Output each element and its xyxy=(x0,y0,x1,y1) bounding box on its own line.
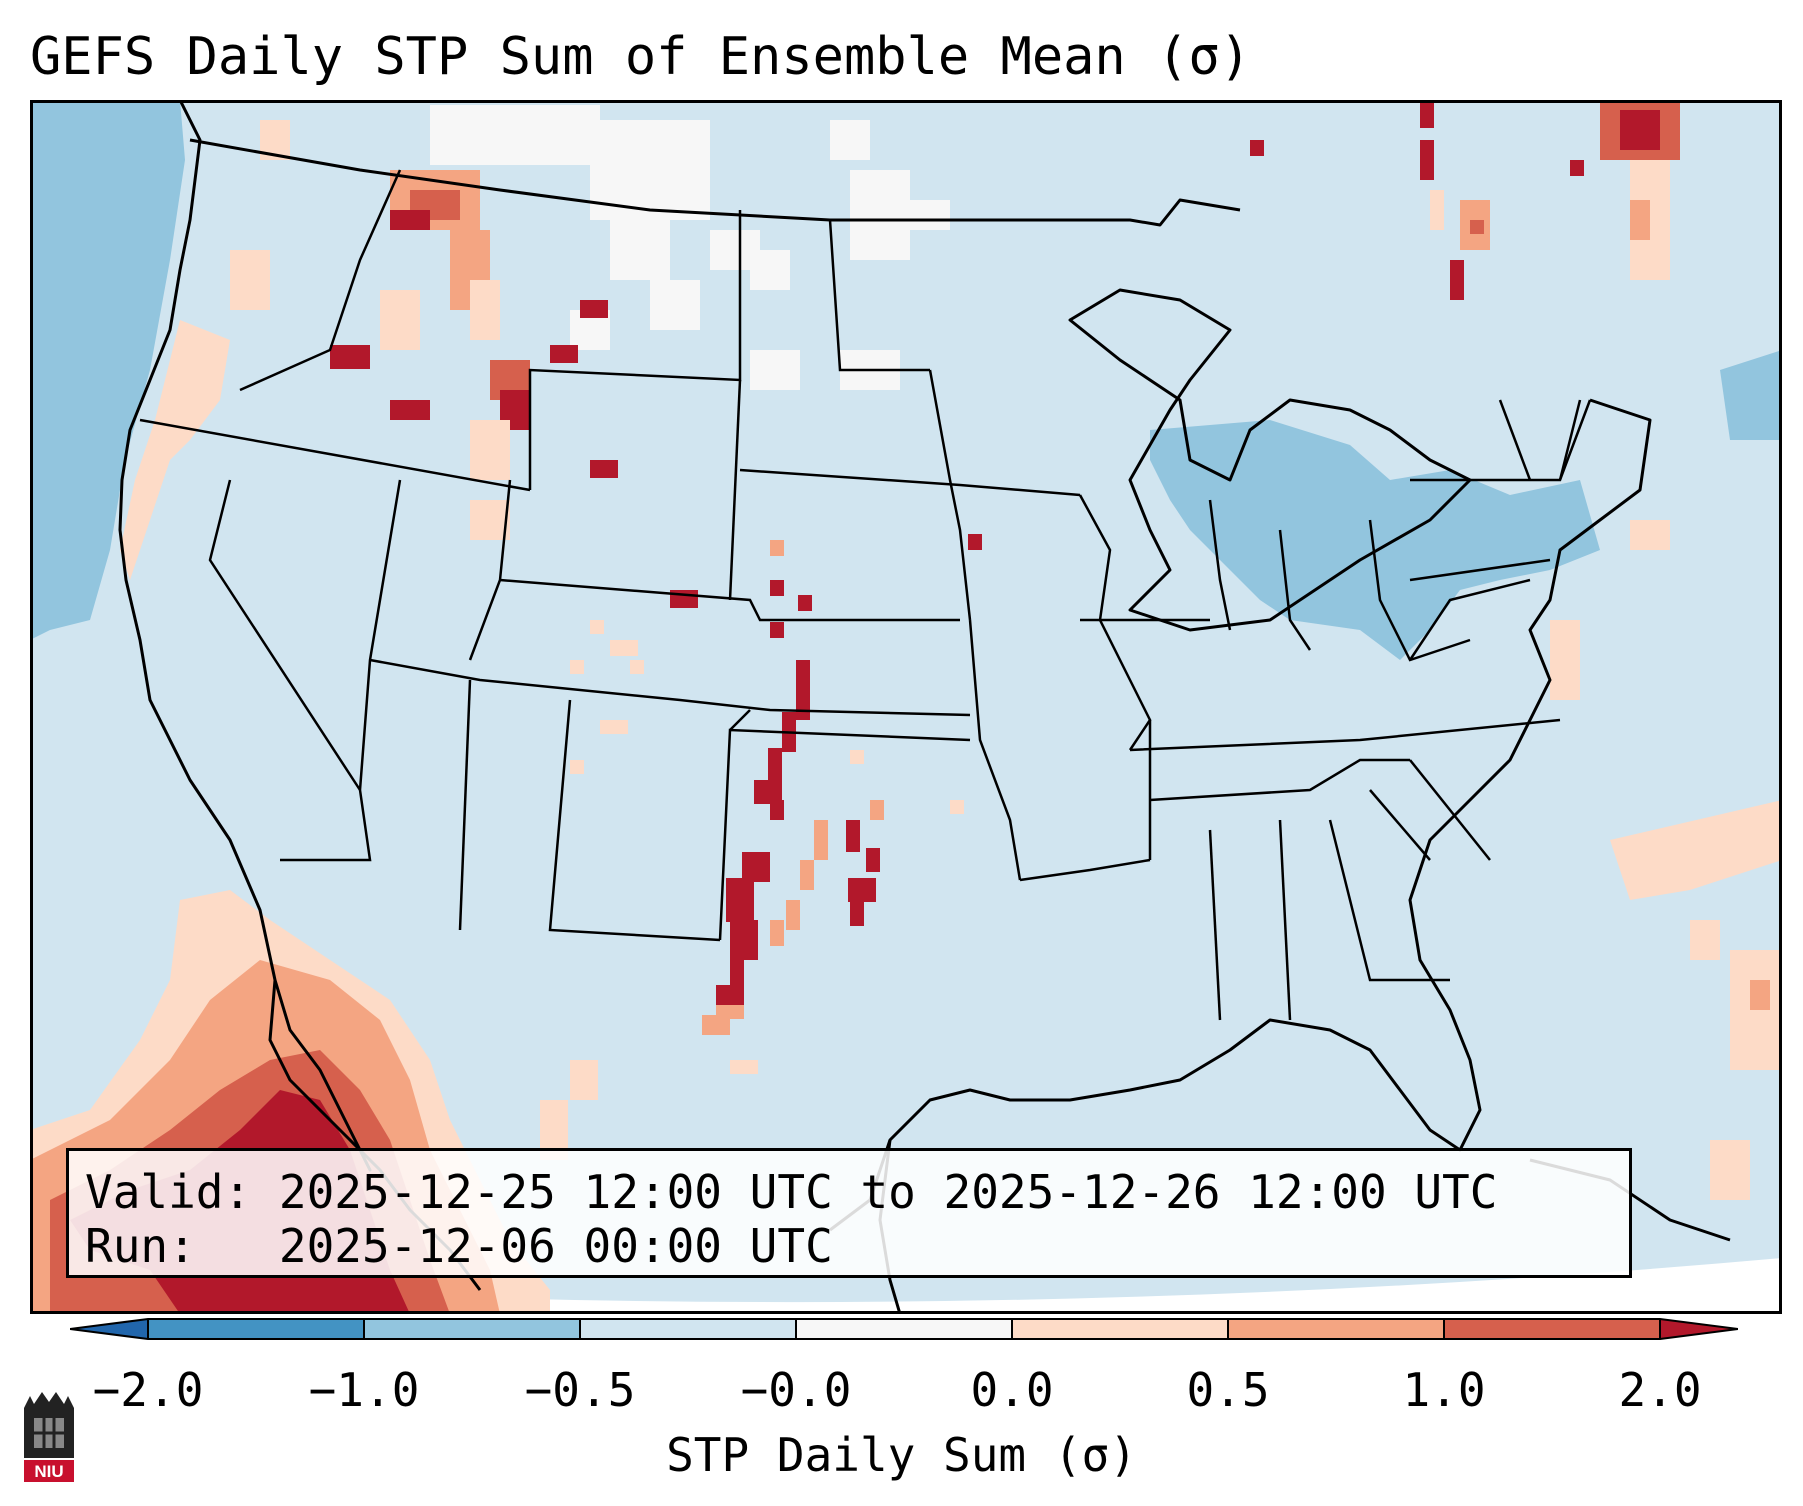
plains-mid-stp-line xyxy=(702,540,884,1035)
valid-run-box: Valid: 2025-12-25 12:00 UTC to 2025-12-2… xyxy=(66,1148,1632,1278)
west-coast-positive-strip xyxy=(120,320,230,580)
atlantic-coastline xyxy=(829,398,1652,1232)
northwest-positive-spots xyxy=(230,120,698,608)
map-frame xyxy=(30,100,1782,1314)
run-value: 2025-12-06 00:00 UTC xyxy=(278,1219,833,1273)
colorbar-segment-neg-mid xyxy=(364,1319,580,1339)
colorbar-tick-1: −2.0 xyxy=(92,1363,204,1417)
state-boundaries xyxy=(139,169,1592,1021)
colorbar-extend-high xyxy=(1660,1319,1738,1339)
colorbar-segment-neg-strong xyxy=(148,1319,364,1339)
great-lakes-negative-area xyxy=(1150,420,1600,660)
colorbar xyxy=(70,1318,1738,1340)
northeast-positive-spots xyxy=(1250,100,1680,300)
projection-domain xyxy=(30,100,1782,1303)
colorbar-tick-4: −0.0 xyxy=(740,1363,852,1417)
colorbar-segment-pos-mid xyxy=(1228,1319,1444,1339)
atlantic-positive-spots xyxy=(1550,520,1782,1200)
colorbar-segment-pos-weak xyxy=(1012,1319,1228,1339)
valid-value: 2025-12-25 12:00 UTC to 2025-12-26 12:00… xyxy=(278,1165,1498,1219)
run-label: Run: xyxy=(85,1219,196,1273)
logo-text: NIU xyxy=(34,1462,63,1481)
colorbar-extend-low xyxy=(70,1319,148,1339)
colorbar-tick-6: 0.5 xyxy=(1186,1363,1270,1417)
pacific-coastline xyxy=(118,100,482,1291)
pacific-negative-band xyxy=(30,100,185,640)
colorbar-tick-8: 2.0 xyxy=(1618,1363,1702,1417)
coastlines-and-borders xyxy=(118,100,1731,1314)
great-lakes-outline xyxy=(1068,288,1472,632)
colorbar-tick-7: 1.0 xyxy=(1402,1363,1486,1417)
colorbar-segment-zero xyxy=(796,1319,1012,1339)
atlantic-negative-area xyxy=(1720,350,1782,440)
map-title: GEFS Daily STP Sum of Ensemble Mean (σ) xyxy=(30,27,1251,87)
colorbar-tick-2: −1.0 xyxy=(308,1363,420,1417)
colorbar-tick-5: 0.0 xyxy=(970,1363,1054,1417)
iowa-positive-spot xyxy=(968,534,982,550)
colorbar-segment-pos-strong xyxy=(1444,1319,1660,1339)
valid-label: Valid: xyxy=(85,1165,252,1219)
plains-high-stp-line xyxy=(716,580,880,1005)
stp-map xyxy=(30,100,1782,1314)
niu-logo: NIU xyxy=(24,1392,74,1482)
colorbar-tick-3: −0.5 xyxy=(524,1363,636,1417)
colorbar-segment-neg-weak xyxy=(580,1319,796,1339)
colorbar-label: STP Daily Sum (σ) xyxy=(666,1428,1137,1482)
